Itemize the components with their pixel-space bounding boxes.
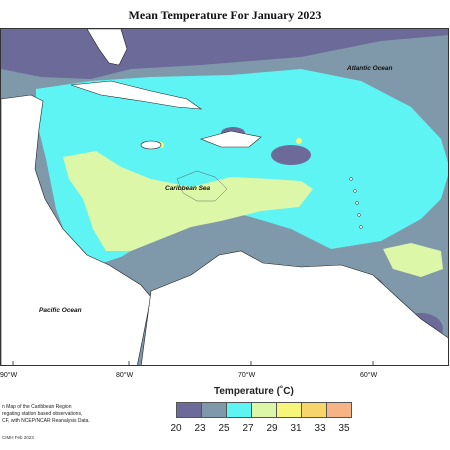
temp-zone-20-23-hispaniola <box>271 145 311 165</box>
caption-line-1: n Map of the Caribbean Region <box>2 404 72 410</box>
map-caption: n Map of the Caribbean Region regating s… <box>2 404 142 425</box>
temperature-legend-bar <box>176 402 352 418</box>
legend-tick-label: 25 <box>218 423 230 434</box>
temperature-map: Atlantic Ocean Caribbean Sea Pacific Oce… <box>0 28 449 366</box>
jamaica-land <box>140 140 162 150</box>
island <box>353 189 357 193</box>
credit-text: CIMH Feb 2023 <box>2 435 34 440</box>
south-america-land <box>140 250 448 365</box>
legend-tick-label: 33 <box>314 423 326 434</box>
legend-tick-label: 31 <box>290 423 302 434</box>
legend-swatch <box>251 403 276 417</box>
longitude-80w: 80°W <box>116 372 134 379</box>
bahamas-outline <box>176 170 228 202</box>
temperature-legend-ticks: 20 23 25 27 29 31 33 35 <box>164 423 384 435</box>
hispaniola-land <box>200 130 262 148</box>
longitude-70w: 70°W <box>238 372 256 379</box>
island <box>359 225 363 229</box>
map-title: Mean Temperature For January 2023 <box>128 8 322 22</box>
caption-line-3: CF, with NCEP/NCAR Reanalysis Data. <box>2 418 90 424</box>
caption-line-2: regating station based observations, <box>2 411 83 417</box>
temp-zone-27-29-caribbean <box>63 151 313 251</box>
legend-tick-label: 20 <box>170 423 182 434</box>
temp-spot-puerto-rico <box>296 138 302 144</box>
legend-tick-label: 29 <box>266 423 278 434</box>
label-atlantic-ocean: Atlantic Ocean <box>347 65 393 72</box>
island <box>357 213 361 217</box>
map-canvas <box>1 29 448 365</box>
legend-swatch <box>226 403 251 417</box>
label-pacific-ocean: Pacific Ocean <box>39 307 82 314</box>
temp-zone-27-29-atlantic <box>383 243 443 277</box>
florida-land <box>86 29 128 66</box>
central-america-land <box>1 94 152 365</box>
island <box>349 177 353 181</box>
longitude-90w: 90°W <box>0 372 18 379</box>
label-caribbean-sea: Caribbean Sea <box>165 185 211 192</box>
legend-tick-label: 35 <box>338 423 350 434</box>
island <box>355 201 359 205</box>
legend-title: Temperature (˚C) <box>214 386 294 397</box>
legend-tick-label: 23 <box>194 423 206 434</box>
cuba-land <box>70 80 203 110</box>
legend-swatch <box>201 403 226 417</box>
legend-swatch <box>326 403 351 417</box>
legend-tick-label: 27 <box>242 423 254 434</box>
legend-swatch <box>301 403 326 417</box>
longitude-60w: 60°W <box>360 372 378 379</box>
legend-swatch <box>276 403 301 417</box>
legend-swatch <box>177 403 201 417</box>
